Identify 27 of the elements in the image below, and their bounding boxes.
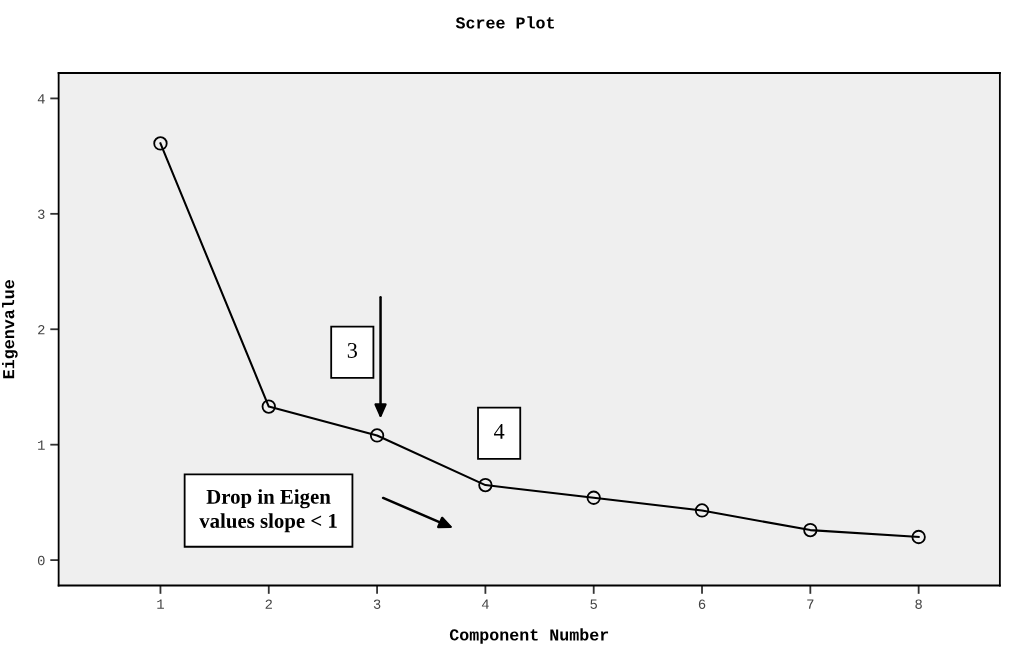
x-tick-label: 3 [373, 599, 381, 609]
x-tick-label: 1 [157, 599, 164, 609]
point [261, 399, 276, 414]
point [478, 477, 493, 493]
x-axis-title: Component Number [449, 628, 609, 644]
x-tick-label: 7 [807, 599, 814, 609]
y-tick-label: 1 [38, 440, 45, 450]
x-tick-label: 8 [915, 599, 922, 609]
point [803, 522, 818, 538]
annotation: Drop in Eigen values slope < 1 [199, 489, 337, 533]
y-tick-label: 2 [38, 325, 45, 335]
x-tick-label: 5 [590, 599, 597, 609]
point [911, 529, 926, 545]
annotation: 3 [347, 342, 357, 358]
x-tick-label: 4 [481, 599, 489, 609]
y-axis-title: Eigenvalue [2, 280, 18, 379]
chart-title: Scree Plot [455, 16, 554, 29]
point [694, 503, 710, 518]
y-tick-label: 3 [37, 209, 45, 220]
point [586, 490, 601, 505]
annotation: 4 [494, 424, 505, 439]
y-tick-label: 4 [37, 94, 45, 104]
x-tick-label: 2 [265, 599, 272, 609]
y-tick-label: 0 [37, 555, 45, 566]
point [153, 136, 168, 151]
point [369, 428, 385, 443]
x-tick-label: 6 [698, 599, 706, 609]
